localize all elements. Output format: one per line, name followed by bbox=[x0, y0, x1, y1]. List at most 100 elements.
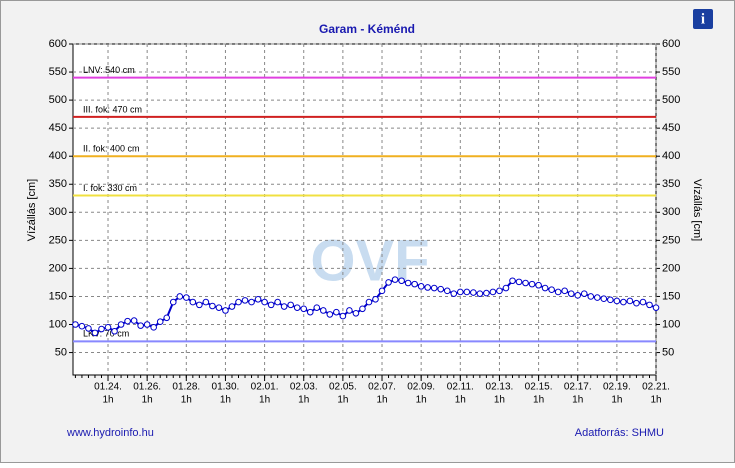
data-point bbox=[483, 289, 490, 297]
data-point bbox=[502, 284, 510, 292]
y2-tick-label: 550 bbox=[662, 66, 680, 78]
plot-area bbox=[72, 43, 657, 376]
data-point bbox=[639, 298, 647, 306]
data-point bbox=[359, 305, 366, 313]
data-point bbox=[254, 295, 262, 303]
y2-axis-label: Vízállás [cm] bbox=[691, 179, 703, 241]
data-point bbox=[274, 298, 281, 306]
data-point bbox=[248, 298, 255, 306]
data-point bbox=[209, 302, 216, 310]
x-tick-hour: 1h bbox=[102, 395, 113, 406]
data-point bbox=[450, 290, 458, 297]
data-point bbox=[104, 324, 112, 331]
data-point bbox=[443, 287, 451, 295]
data-point bbox=[320, 307, 327, 314]
reference-label: I. fok: 330 cm bbox=[83, 183, 137, 193]
y-tick-label: 500 bbox=[49, 94, 67, 106]
x-tick-label: 02.13. bbox=[486, 382, 514, 393]
x-tick-label: 01.26. bbox=[133, 382, 161, 393]
y2-tick-label: 150 bbox=[662, 290, 680, 302]
x-tick-label: 02.05. bbox=[329, 382, 357, 393]
data-point bbox=[261, 298, 268, 306]
data-point bbox=[293, 304, 301, 311]
data-point bbox=[522, 279, 529, 287]
chart-title: Garam - Kéménd bbox=[319, 22, 415, 36]
y2-tick-label: 500 bbox=[662, 94, 680, 106]
data-point bbox=[391, 276, 399, 283]
x-tick-label: 02.11. bbox=[447, 382, 474, 393]
data-point bbox=[548, 286, 555, 294]
reference-label: LNV: 540 cm bbox=[83, 65, 135, 75]
y-tick-label: 200 bbox=[49, 262, 67, 274]
y2-tick-label: 100 bbox=[662, 318, 680, 330]
y-tick-label: 550 bbox=[49, 66, 67, 78]
data-point bbox=[222, 307, 229, 314]
x-tick-hour: 1h bbox=[337, 395, 348, 406]
data-point bbox=[280, 303, 288, 310]
footer-link[interactable]: www.hydroinfo.hu bbox=[66, 427, 154, 439]
y-tick-label: 350 bbox=[49, 178, 67, 190]
reference-label: LKV: 70 cm bbox=[83, 329, 129, 339]
x-tick-hour: 1h bbox=[650, 395, 661, 406]
data-point bbox=[372, 295, 379, 303]
x-tick-label: 02.17. bbox=[564, 382, 592, 393]
info-icon[interactable]: i bbox=[701, 11, 705, 27]
x-tick-label: 02.01. bbox=[251, 382, 279, 393]
data-point bbox=[535, 281, 542, 289]
data-point bbox=[398, 277, 405, 285]
data-point bbox=[567, 290, 575, 297]
y2-tick-label: 600 bbox=[662, 38, 680, 50]
data-point bbox=[489, 288, 497, 296]
data-point bbox=[385, 279, 392, 286]
data-point bbox=[580, 290, 588, 297]
x-tick-label: 02.21. bbox=[642, 382, 670, 393]
y2-tick-label: 300 bbox=[662, 206, 680, 218]
y2-tick-label: 350 bbox=[662, 178, 680, 190]
data-point bbox=[541, 284, 549, 292]
data-point bbox=[404, 279, 412, 287]
data-point bbox=[313, 304, 321, 311]
data-point bbox=[326, 311, 334, 318]
data-point bbox=[98, 325, 105, 333]
data-point bbox=[235, 298, 242, 306]
data-point bbox=[646, 301, 653, 309]
x-tick-hour: 1h bbox=[376, 395, 387, 406]
x-tick-label: 02.07. bbox=[368, 382, 396, 393]
data-point bbox=[417, 283, 425, 290]
data-point bbox=[496, 287, 503, 295]
info-button[interactable] bbox=[693, 9, 713, 29]
data-point bbox=[169, 298, 177, 306]
data-point bbox=[137, 322, 144, 329]
y-tick-label: 450 bbox=[49, 122, 67, 134]
data-point bbox=[78, 322, 86, 330]
data-point bbox=[470, 289, 477, 296]
data-point bbox=[202, 298, 210, 306]
data-point bbox=[515, 278, 523, 286]
data-point bbox=[346, 307, 353, 314]
data-point bbox=[561, 287, 568, 295]
data-point bbox=[424, 284, 431, 291]
data-point bbox=[91, 329, 99, 337]
y-tick-label: 100 bbox=[49, 318, 67, 330]
data-point bbox=[183, 294, 190, 301]
data-point bbox=[430, 284, 438, 292]
x-tick-label: 02.15. bbox=[525, 382, 553, 393]
y-tick-label: 250 bbox=[49, 234, 67, 246]
x-tick-hour: 1h bbox=[494, 395, 505, 406]
data-point bbox=[457, 288, 464, 296]
data-point bbox=[554, 288, 562, 296]
y2-tick-label: 450 bbox=[662, 122, 680, 134]
data-point bbox=[111, 327, 118, 335]
data-point bbox=[633, 299, 640, 307]
data-point bbox=[130, 317, 138, 324]
data-point bbox=[339, 312, 347, 320]
data-point bbox=[476, 290, 484, 297]
data-point bbox=[189, 298, 197, 306]
data-point bbox=[365, 298, 373, 306]
data-point bbox=[620, 298, 627, 306]
data-point bbox=[196, 301, 203, 309]
reference-label: III. fok: 470 cm bbox=[83, 104, 142, 114]
data-point bbox=[613, 297, 621, 305]
data-point bbox=[463, 288, 471, 296]
data-point bbox=[72, 321, 79, 328]
